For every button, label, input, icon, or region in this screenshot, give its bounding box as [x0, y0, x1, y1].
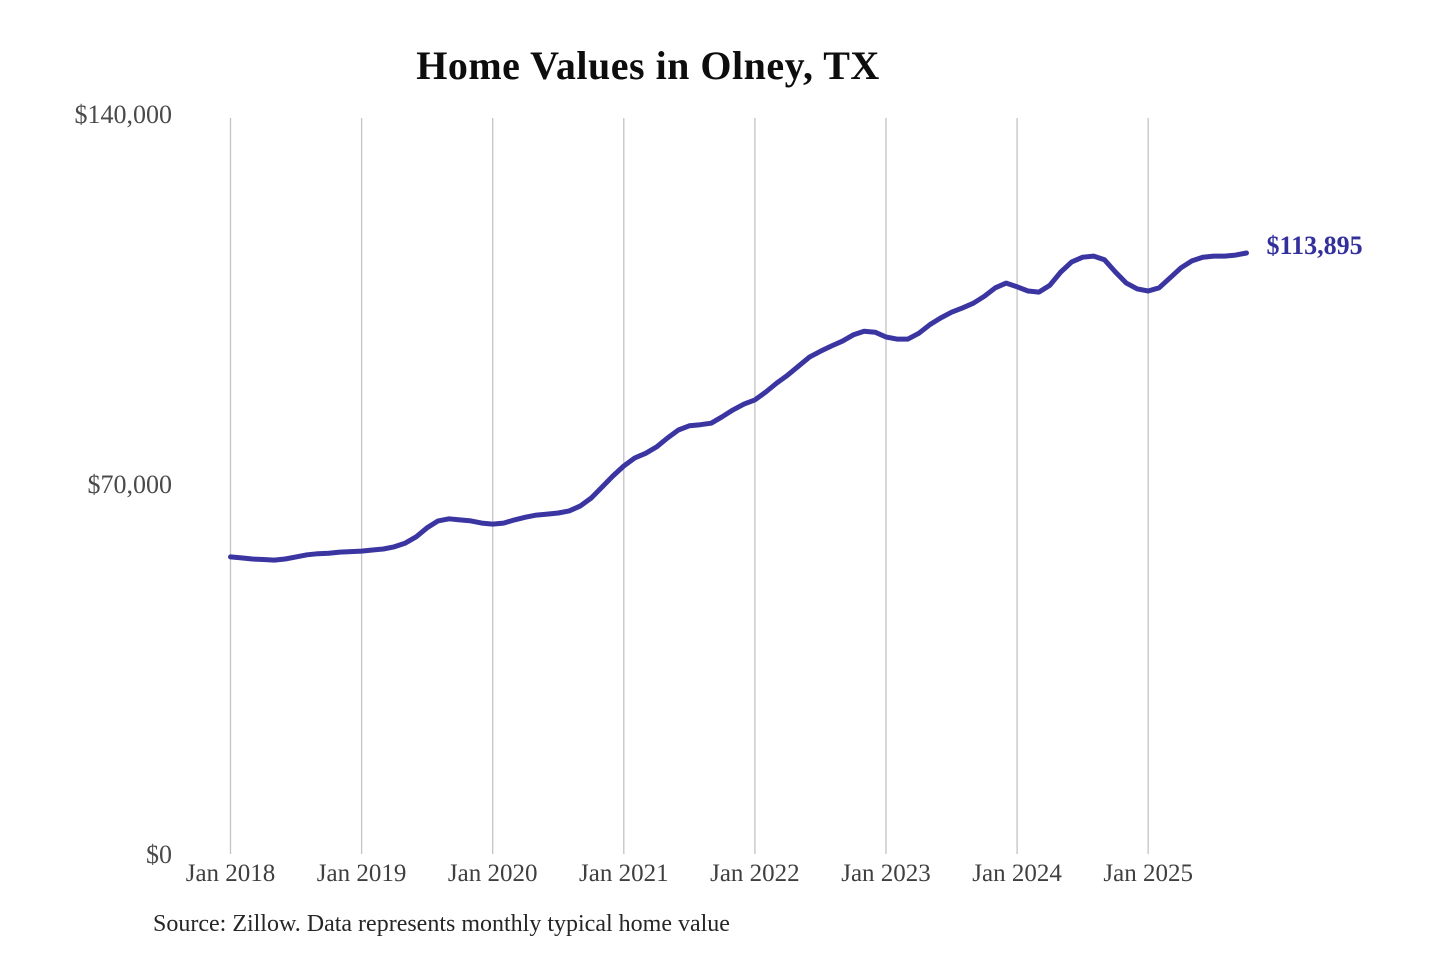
- x-axis-tick-jan-2021: Jan 2021: [579, 860, 669, 887]
- y-axis-tick-140000: $140,000: [74, 100, 173, 129]
- x-axis-tick-jan-2024: Jan 2024: [972, 860, 1062, 887]
- x-axis-tick-jan-2018: Jan 2018: [185, 860, 276, 887]
- y-axis-tick-70000: $70,000: [87, 470, 173, 499]
- x-axis-tick-jan-2019: Jan 2019: [316, 860, 407, 887]
- y-axis-tick-0: $0: [146, 840, 172, 869]
- home-value-line: [228, 250, 1249, 563]
- chart-title: Home Values in Olney, TX: [416, 43, 880, 88]
- x-axis-tick-jan-2020: Jan 2020: [447, 860, 538, 887]
- x-axis-tick-jan-2025: Jan 2025: [1103, 860, 1193, 887]
- source-note: Source: Zillow. Data represents monthly …: [153, 911, 730, 937]
- x-axis-tick-jan-2023: Jan 2023: [841, 860, 931, 887]
- latest-value-annotation: $113,895: [1266, 230, 1363, 260]
- x-axis-tick-jan-2022: Jan 2022: [710, 860, 800, 887]
